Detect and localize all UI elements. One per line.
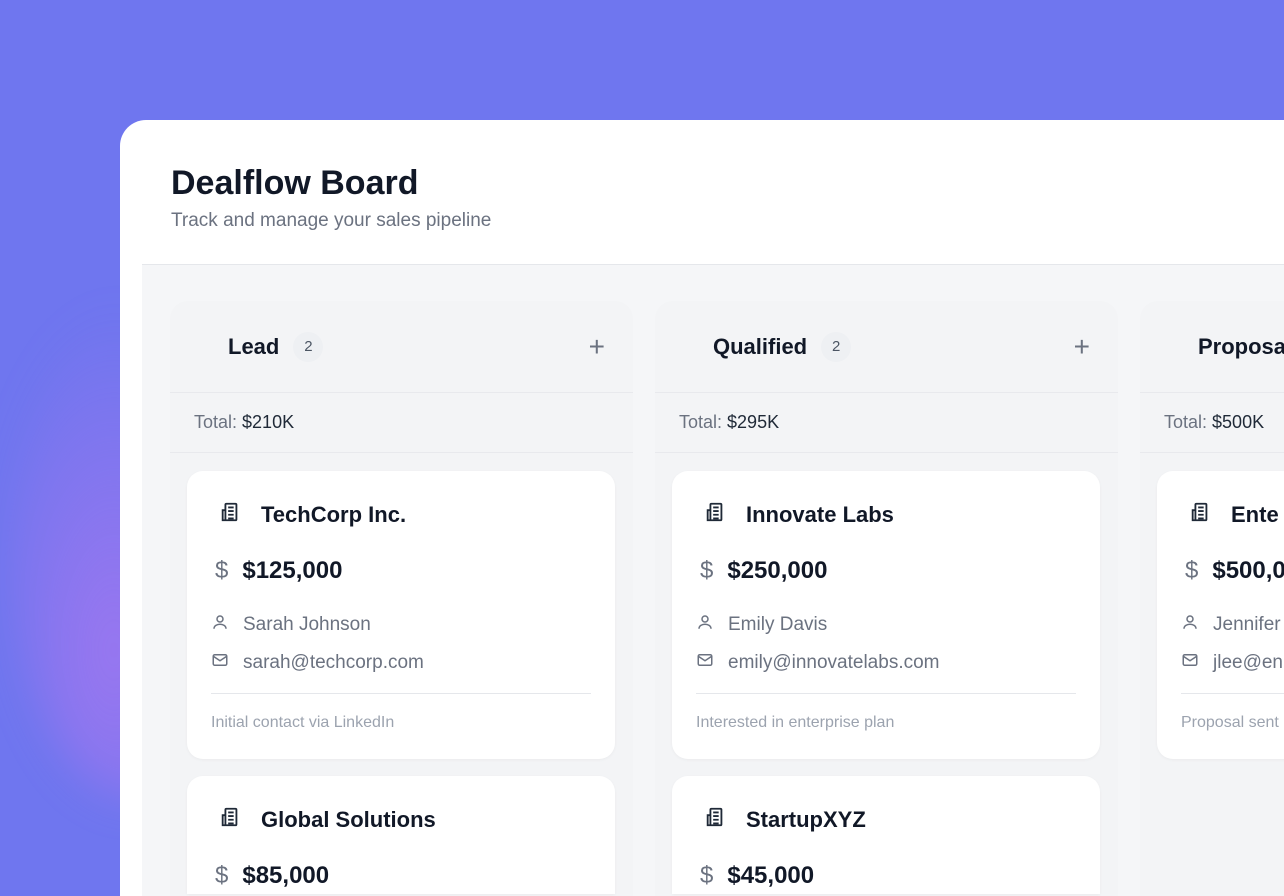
count-badge: 2 (293, 331, 324, 362)
contact-name: Sarah Johnson (243, 614, 371, 635)
divider (211, 693, 591, 694)
divider (1181, 693, 1284, 694)
deal-amount: $125,000 (242, 557, 343, 584)
building-icon (704, 806, 726, 834)
user-icon (211, 613, 243, 637)
app-panel: Dealflow Board Track and manage your sal… (120, 120, 1284, 896)
contact-email[interactable]: jlee@en (1213, 652, 1283, 673)
column-total: Total: $500K (1140, 393, 1284, 453)
deal-note: Initial contact via LinkedIn (211, 714, 395, 731)
company-name: Innovate Labs (746, 502, 894, 527)
deal-card[interactable]: StartupXYZ $ $45,000 (672, 776, 1100, 894)
company-name: Global Solutions (261, 807, 436, 832)
user-icon (1181, 613, 1213, 637)
building-icon (1189, 501, 1211, 529)
deal-card[interactable]: TechCorp Inc. $ $125,000 Sarah Johnson sa… (187, 471, 615, 759)
deal-amount: $500,0 (1212, 557, 1284, 584)
total-label: Total: (1164, 412, 1208, 432)
column-header: Qualified 2 + (655, 301, 1118, 393)
count-badge: 2 (821, 331, 852, 362)
deal-card[interactable]: Global Solutions $ $85,000 (187, 776, 615, 894)
dollar-icon: $ (700, 862, 714, 889)
deal-amount: $85,000 (242, 862, 330, 889)
page-subtitle: Track and manage your sales pipeline (171, 210, 492, 231)
column-qualified: Qualified 2 + Total: $295K Innovate Labs … (655, 301, 1118, 896)
contact-name: Emily Davis (728, 614, 828, 635)
mail-icon (1181, 651, 1213, 675)
total-value: $295K (727, 412, 780, 432)
company-name: StartupXYZ (746, 807, 866, 832)
column-proposa: Proposa Total: $500K Ente $ $500,0 Jennife… (1140, 301, 1284, 896)
company-name: Ente (1231, 502, 1279, 527)
deal-card[interactable]: Ente $ $500,0 Jennifer jlee@en Proposal s… (1157, 471, 1284, 759)
building-icon (704, 501, 726, 529)
building-icon (219, 806, 241, 834)
plus-icon[interactable]: + (1073, 330, 1090, 362)
column-total: Total: $295K (655, 393, 1118, 453)
dollar-icon: $ (700, 557, 714, 584)
user-icon (696, 613, 728, 637)
dollar-icon: $ (215, 557, 229, 584)
company-name: TechCorp Inc. (261, 502, 407, 527)
total-value: $210K (242, 412, 295, 432)
mail-icon (696, 651, 728, 675)
total-label: Total: (679, 412, 723, 432)
total-label: Total: (194, 412, 238, 432)
column-lead: Lead 2 + Total: $210K TechCorp Inc. $ $125… (170, 301, 633, 896)
column-title: Proposa (1198, 333, 1284, 359)
column-header: Proposa (1140, 301, 1284, 393)
deal-card[interactable]: Innovate Labs $ $250,000 Emily Davis emil… (672, 471, 1100, 759)
dollar-icon: $ (1185, 557, 1199, 584)
deal-note: Proposal sent (1181, 714, 1279, 731)
page-title: Dealflow Board (171, 164, 419, 202)
mail-icon (211, 651, 243, 675)
divider (696, 693, 1076, 694)
dollar-icon: $ (215, 862, 229, 889)
plus-icon[interactable]: + (588, 330, 605, 362)
kanban-board: Lead 2 + Total: $210K TechCorp Inc. $ $125… (142, 264, 1284, 896)
column-title: Qualified (713, 333, 808, 359)
column-header: Lead 2 + (170, 301, 633, 393)
contact-name: Jennifer (1213, 614, 1281, 635)
contact-email[interactable]: emily@innovatelabs.com (728, 652, 940, 673)
building-icon (219, 501, 241, 529)
column-total: Total: $210K (170, 393, 633, 453)
contact-email[interactable]: sarah@techcorp.com (243, 652, 424, 673)
total-value: $500K (1212, 412, 1265, 432)
deal-amount: $45,000 (727, 862, 815, 889)
column-title: Lead (228, 333, 280, 359)
deal-note: Interested in enterprise plan (696, 714, 895, 731)
deal-amount: $250,000 (727, 557, 828, 584)
